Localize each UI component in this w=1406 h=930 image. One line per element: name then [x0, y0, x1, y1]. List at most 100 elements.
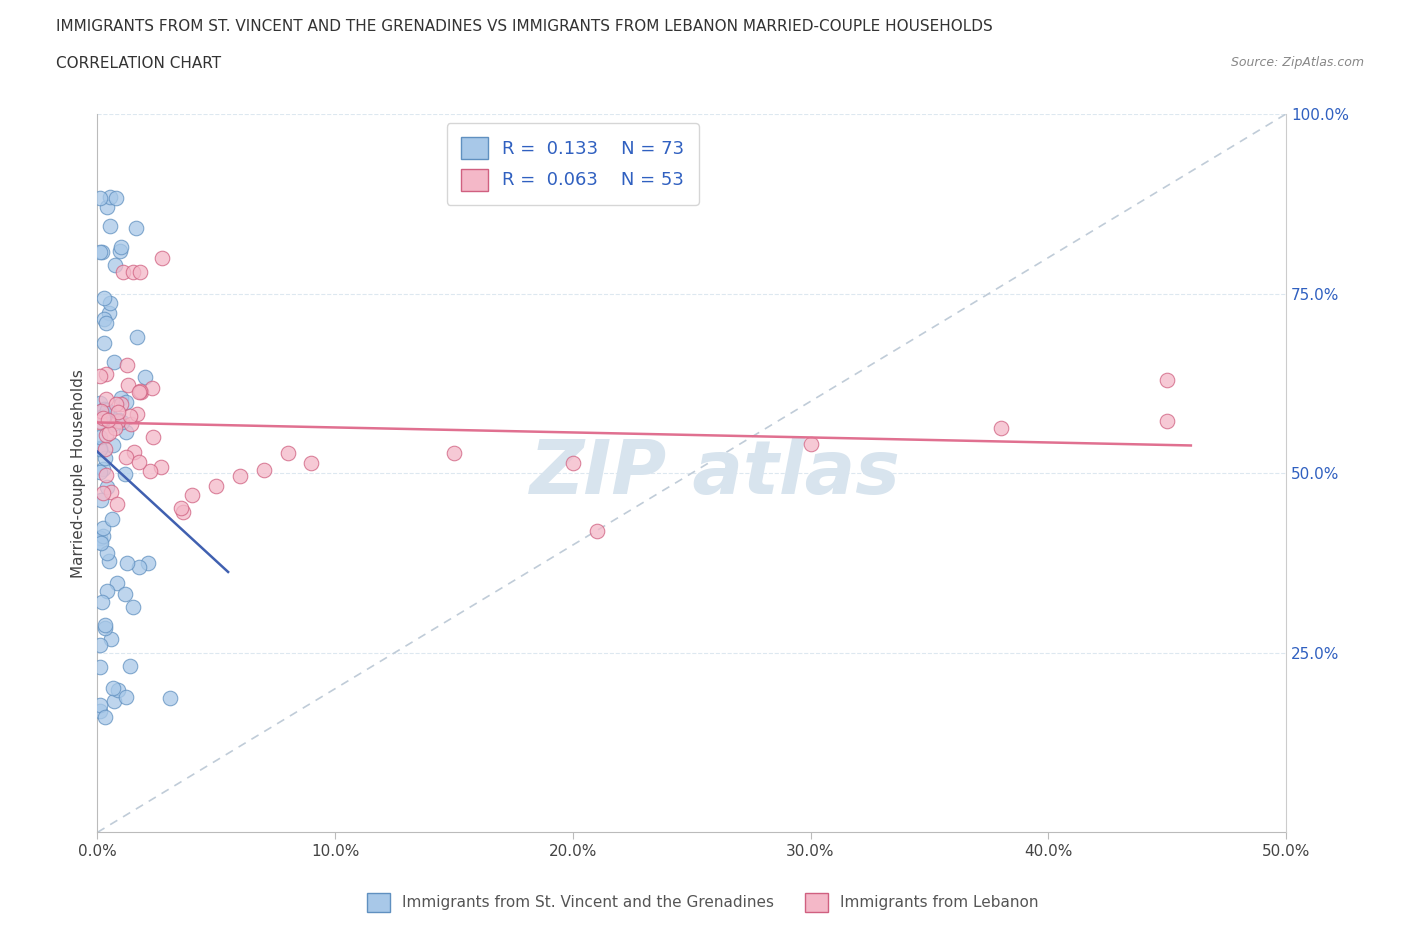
Point: [103, 354, 125, 369]
Point: [105, 191, 128, 206]
Point: [91, 410, 114, 425]
Point: [96, 366, 118, 381]
Point: [104, 420, 127, 435]
Point: [89, 191, 111, 206]
Point: [110, 391, 132, 405]
Point: [118, 659, 141, 674]
Point: [97, 425, 120, 440]
Point: [94, 428, 117, 443]
Point: [91, 521, 114, 536]
Point: [159, 691, 181, 706]
Point: [94, 467, 117, 482]
Point: [96, 200, 118, 215]
Point: [89, 395, 111, 410]
Point: [94, 316, 117, 331]
Point: [103, 437, 125, 452]
Point: [229, 469, 252, 484]
Point: [105, 397, 128, 412]
Point: [134, 369, 156, 384]
Point: [104, 257, 127, 272]
Point: [90, 404, 112, 418]
Point: [101, 681, 124, 696]
Point: [122, 599, 145, 614]
Point: [98, 405, 121, 420]
Point: [89, 638, 111, 653]
Point: [110, 243, 132, 258]
Point: [107, 413, 129, 428]
Point: [100, 485, 122, 499]
Point: [91, 528, 114, 543]
Point: [94, 442, 117, 457]
Point: [128, 560, 150, 575]
Point: [105, 497, 128, 512]
Point: [585, 524, 607, 538]
Point: [89, 414, 111, 429]
Point: [129, 385, 152, 400]
Point: [89, 531, 111, 546]
Point: [138, 463, 160, 478]
Legend: R =  0.133    N = 73, R =  0.063    N = 53: R = 0.133 N = 73, R = 0.063 N = 53: [447, 123, 699, 205]
Point: [253, 462, 276, 477]
Point: [96, 480, 118, 495]
Point: [129, 265, 152, 280]
Point: [120, 417, 142, 432]
Point: [96, 403, 118, 418]
Point: [97, 412, 120, 427]
Point: [125, 220, 148, 235]
Point: [97, 306, 120, 321]
Point: [98, 219, 121, 233]
Point: [115, 395, 138, 410]
Point: [114, 449, 136, 464]
Point: [115, 425, 138, 440]
Point: [93, 710, 115, 724]
Point: [117, 378, 139, 392]
Point: [561, 456, 583, 471]
Point: [122, 265, 145, 280]
Point: [128, 385, 150, 400]
Point: [129, 383, 152, 398]
Point: [93, 312, 115, 326]
Point: [89, 464, 111, 479]
Text: Source: ZipAtlas.com: Source: ZipAtlas.com: [1230, 56, 1364, 69]
Point: [127, 330, 149, 345]
Point: [89, 245, 111, 259]
Point: [107, 683, 129, 698]
Point: [89, 534, 111, 549]
Point: [1156, 414, 1178, 429]
Point: [89, 703, 111, 718]
Point: [277, 446, 299, 461]
Point: [172, 505, 194, 520]
Point: [93, 408, 115, 423]
Point: [114, 467, 136, 482]
Point: [90, 492, 112, 507]
Point: [93, 336, 115, 351]
Legend: Immigrants from St. Vincent and the Grenadines, Immigrants from Lebanon: Immigrants from St. Vincent and the Gren…: [361, 887, 1045, 918]
Point: [89, 430, 111, 445]
Point: [98, 554, 121, 569]
Point: [128, 455, 150, 470]
Point: [443, 446, 465, 461]
Point: [103, 694, 125, 709]
Point: [115, 556, 138, 571]
Point: [990, 420, 1012, 435]
Point: [181, 488, 204, 503]
Point: [125, 406, 148, 421]
Point: [799, 436, 821, 451]
Point: [100, 631, 122, 646]
Point: [89, 659, 111, 674]
Point: [114, 587, 136, 602]
Point: [89, 441, 111, 456]
Point: [91, 595, 114, 610]
Point: [118, 408, 141, 423]
Point: [89, 698, 111, 712]
Point: [93, 290, 115, 305]
Point: [101, 512, 124, 526]
Point: [93, 621, 115, 636]
Y-axis label: Married-couple Households: Married-couple Households: [72, 369, 86, 578]
Text: ZIP atlas: ZIP atlas: [530, 437, 901, 510]
Point: [299, 456, 322, 471]
Point: [122, 445, 145, 459]
Point: [107, 414, 129, 429]
Point: [107, 405, 129, 419]
Point: [94, 618, 117, 633]
